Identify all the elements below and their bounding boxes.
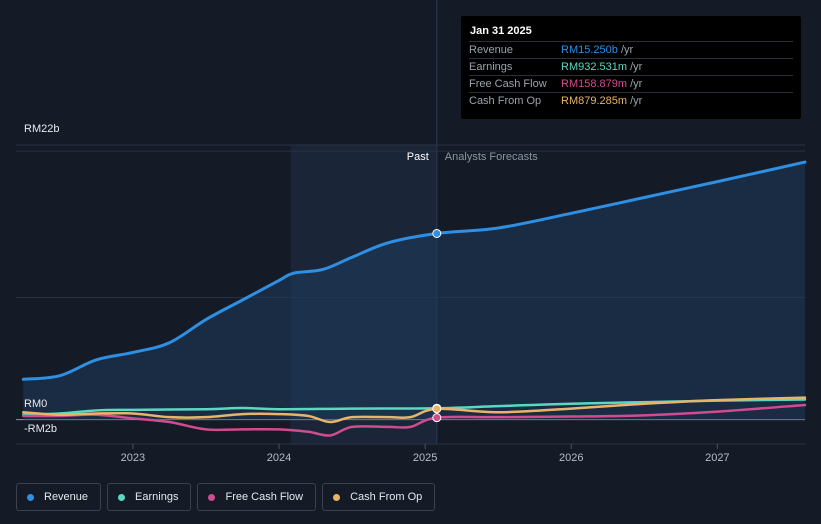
tooltip-value: RM15.250b bbox=[561, 44, 618, 56]
tooltip-unit: /yr bbox=[630, 78, 643, 90]
tooltip-label: Earnings bbox=[469, 61, 513, 73]
legend-label: Free Cash Flow bbox=[225, 491, 304, 503]
tooltip-unit: /yr bbox=[620, 44, 634, 56]
past-label: Past bbox=[407, 151, 429, 163]
tooltip-value: RM879.285m bbox=[561, 95, 628, 107]
tooltip-label: Cash From Op bbox=[469, 95, 542, 107]
tooltip-label: Revenue bbox=[469, 44, 514, 56]
revenue-area bbox=[23, 162, 806, 420]
hover-marker-free-cash-flow bbox=[432, 413, 442, 423]
hover-marker-revenue bbox=[432, 228, 442, 238]
tooltip-unit: /yr bbox=[630, 61, 643, 73]
tooltip-row-cash-from-op: Cash From Op RM879.285m /yr bbox=[469, 92, 793, 110]
x-tick-label: 2025 bbox=[413, 452, 437, 464]
forecast-label: Analysts Forecasts bbox=[445, 151, 538, 163]
series-line-earnings bbox=[22, 398, 807, 416]
chart-canvas: RM22b RM0 -RM2b 2023 2024 2025 2026 2027 Past Ana… bbox=[16, 0, 807, 464]
y-tick-label: RM22b bbox=[24, 123, 59, 135]
legend-label: Revenue bbox=[44, 491, 89, 503]
chart-legend: Revenue Earnings Free Cash Flow Cash Fro… bbox=[16, 483, 436, 511]
tooltip-row-earnings: Earnings RM932.531m /yr bbox=[469, 58, 793, 76]
tooltip-row-free-cash-flow: Free Cash Flow RM158.879m /yr bbox=[469, 75, 793, 93]
legend-item-revenue[interactable]: Revenue bbox=[16, 483, 102, 511]
tooltip-unit: /yr bbox=[630, 95, 643, 107]
tooltip-row-revenue: Revenue RM15.250b /yr bbox=[469, 41, 793, 59]
x-tick-label: 2027 bbox=[705, 452, 729, 464]
legend-item-earnings[interactable]: Earnings bbox=[107, 483, 192, 511]
x-tick-label: 2023 bbox=[121, 452, 145, 464]
legend-label: Earnings bbox=[135, 491, 179, 503]
hover-marker-cash-from-op bbox=[432, 404, 442, 414]
tooltip-value: RM158.879m bbox=[561, 78, 628, 90]
legend-dot-icon bbox=[118, 493, 126, 501]
tooltip-date: Jan 31 2025 bbox=[470, 25, 532, 37]
legend-item-cash-from-op[interactable]: Cash From Op bbox=[322, 483, 436, 511]
legend-dot-icon bbox=[27, 493, 34, 501]
tooltip-value: RM932.531m bbox=[561, 61, 628, 73]
x-tick-label: 2026 bbox=[559, 452, 583, 464]
x-tick-label: 2024 bbox=[267, 452, 291, 464]
hover-tooltip: Jan 31 2025 Revenue RM15.250b /yr Earnin… bbox=[461, 16, 801, 119]
y-tick-label: RM0 bbox=[24, 398, 47, 410]
legend-dot-icon bbox=[208, 493, 216, 501]
series-line-cash-from-op bbox=[22, 396, 807, 424]
legend-label: Cash From Op bbox=[350, 491, 423, 503]
legend-item-free-cash-flow[interactable]: Free Cash Flow bbox=[197, 483, 317, 511]
series-line-revenue bbox=[21, 160, 807, 381]
tooltip-label: Free Cash Flow bbox=[469, 78, 547, 90]
series-line-free-cash-flow bbox=[22, 403, 807, 437]
y-tick-label: -RM2b bbox=[24, 423, 57, 435]
legend-dot-icon bbox=[333, 493, 341, 501]
